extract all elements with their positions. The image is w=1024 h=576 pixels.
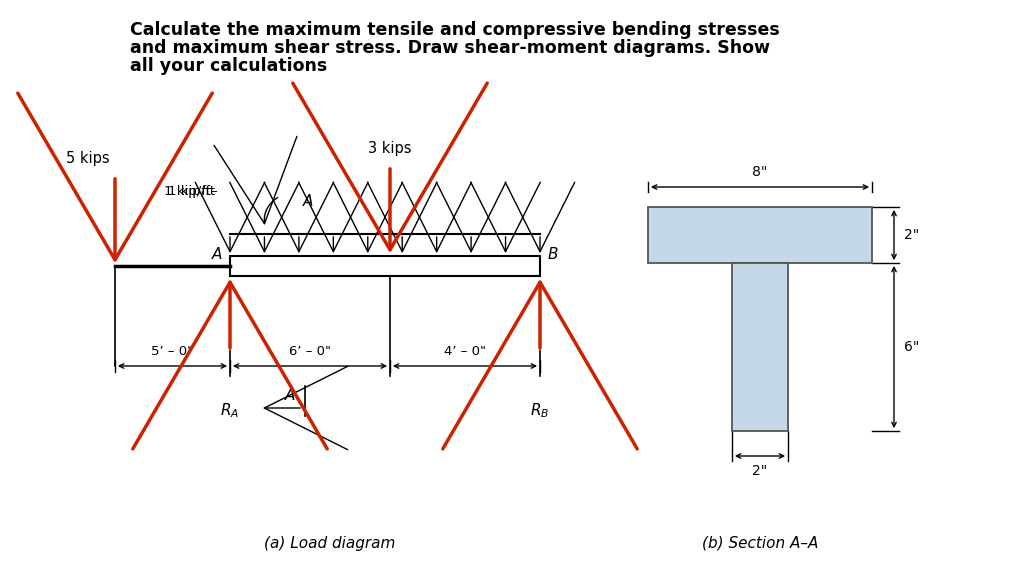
Text: and maximum shear stress. Draw shear-moment diagrams. Show: and maximum shear stress. Draw shear-mom… — [130, 39, 770, 57]
Bar — [732, 263, 788, 431]
Text: Calculate the maximum tensile and compressive bending stresses: Calculate the maximum tensile and compre… — [130, 21, 779, 39]
Text: 2": 2" — [753, 464, 768, 478]
Text: (a) Load diagram: (a) Load diagram — [264, 536, 395, 551]
Text: 6": 6" — [904, 340, 920, 354]
Text: A: A — [212, 247, 222, 262]
Bar — [648, 207, 872, 263]
Text: 5 kips: 5 kips — [67, 151, 110, 166]
Text: 1 kip/ft–: 1 kip/ft– — [165, 184, 218, 198]
Bar — [230, 256, 540, 276]
Text: 3 kips: 3 kips — [369, 141, 412, 156]
Text: B: B — [548, 247, 558, 262]
Text: A: A — [303, 194, 313, 209]
Text: 1 kip/ft: 1 kip/ft — [168, 184, 215, 198]
Text: 2": 2" — [904, 228, 920, 242]
Text: 4’ – 0": 4’ – 0" — [444, 345, 486, 358]
Text: 6’ – 0": 6’ – 0" — [289, 345, 331, 358]
Text: $R_B$: $R_B$ — [530, 401, 550, 420]
Text: all your calculations: all your calculations — [130, 57, 328, 75]
Text: 5’ – 0": 5’ – 0" — [152, 345, 194, 358]
Text: A: A — [285, 388, 295, 403]
Text: $R_A$: $R_A$ — [220, 401, 240, 420]
Text: 8": 8" — [753, 165, 768, 179]
Text: (b) Section A–A: (b) Section A–A — [701, 536, 818, 551]
